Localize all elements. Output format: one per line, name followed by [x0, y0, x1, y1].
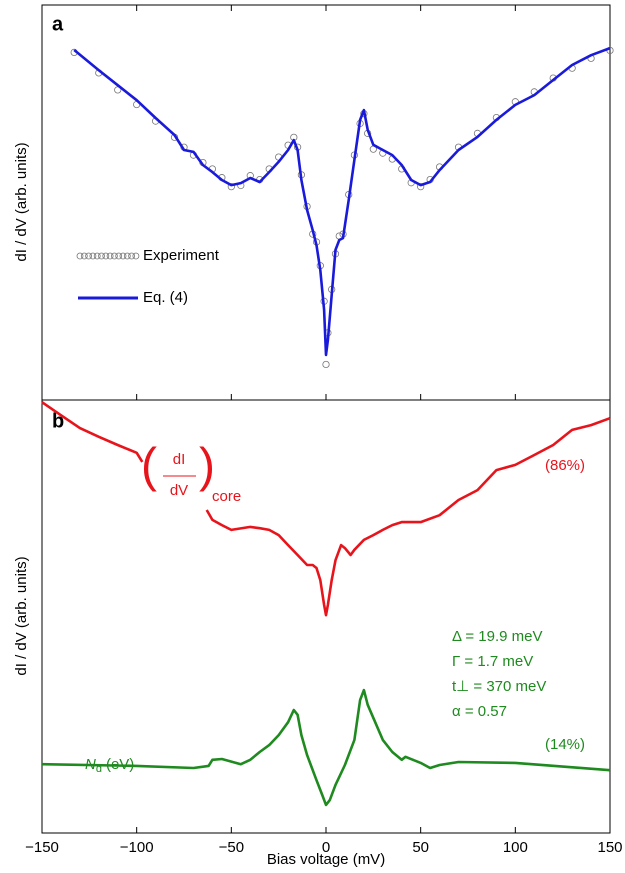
parameter: t⊥ = 370 meV	[452, 678, 546, 695]
paren: (	[141, 440, 157, 493]
x-tick-label: 50	[412, 839, 429, 856]
legend-swatch	[132, 252, 140, 260]
x-tick-label: 100	[503, 839, 528, 856]
legend-swatch	[93, 252, 101, 260]
x-tick-label: 0	[322, 839, 330, 856]
core-share: (86%)	[545, 457, 585, 474]
legend-label: Experiment	[143, 247, 220, 264]
legend-swatch	[76, 252, 84, 260]
legend-swatch	[119, 252, 127, 260]
legend-swatch	[106, 252, 114, 260]
paren: )	[199, 440, 215, 493]
legend-swatch	[123, 252, 131, 260]
core-subscript: core	[212, 488, 241, 505]
legend-swatch	[128, 252, 136, 260]
parameter: α = 0.57	[452, 703, 507, 720]
y-axis-label: dI / dV (arb. units)	[13, 142, 30, 261]
legend-swatch	[85, 252, 92, 260]
legend-swatch	[102, 252, 110, 260]
legend-swatch	[80, 252, 88, 260]
data-line	[73, 46, 611, 357]
x-tick-label: 150	[597, 839, 622, 856]
parameter: Γ = 1.7 meV	[452, 653, 533, 670]
data-point	[227, 183, 235, 191]
panel-label: a	[52, 13, 64, 35]
legend-swatch	[115, 252, 123, 260]
legend-swatch	[98, 252, 105, 260]
data-line	[41, 401, 611, 617]
nd-share: (14%)	[545, 736, 585, 753]
x-tick-label: −50	[219, 839, 244, 856]
nd-sub: d	[96, 763, 102, 775]
y-axis-label: dI / dV (arb. units)	[13, 556, 30, 675]
legend-label: Eq. (4)	[143, 289, 188, 306]
legend-swatch	[111, 252, 118, 260]
parameter: Δ = 19.9 meV	[452, 628, 543, 645]
data-point	[417, 183, 425, 191]
core-numerator: dI	[173, 451, 186, 468]
x-tick-label: −150	[25, 839, 59, 856]
core-denominator: dV	[170, 482, 188, 499]
legend-swatch	[89, 252, 97, 260]
x-tick-label: −100	[120, 839, 154, 856]
data-line	[41, 688, 611, 807]
data-point	[322, 360, 330, 369]
x-axis-label: Bias voltage (mV)	[267, 851, 385, 868]
